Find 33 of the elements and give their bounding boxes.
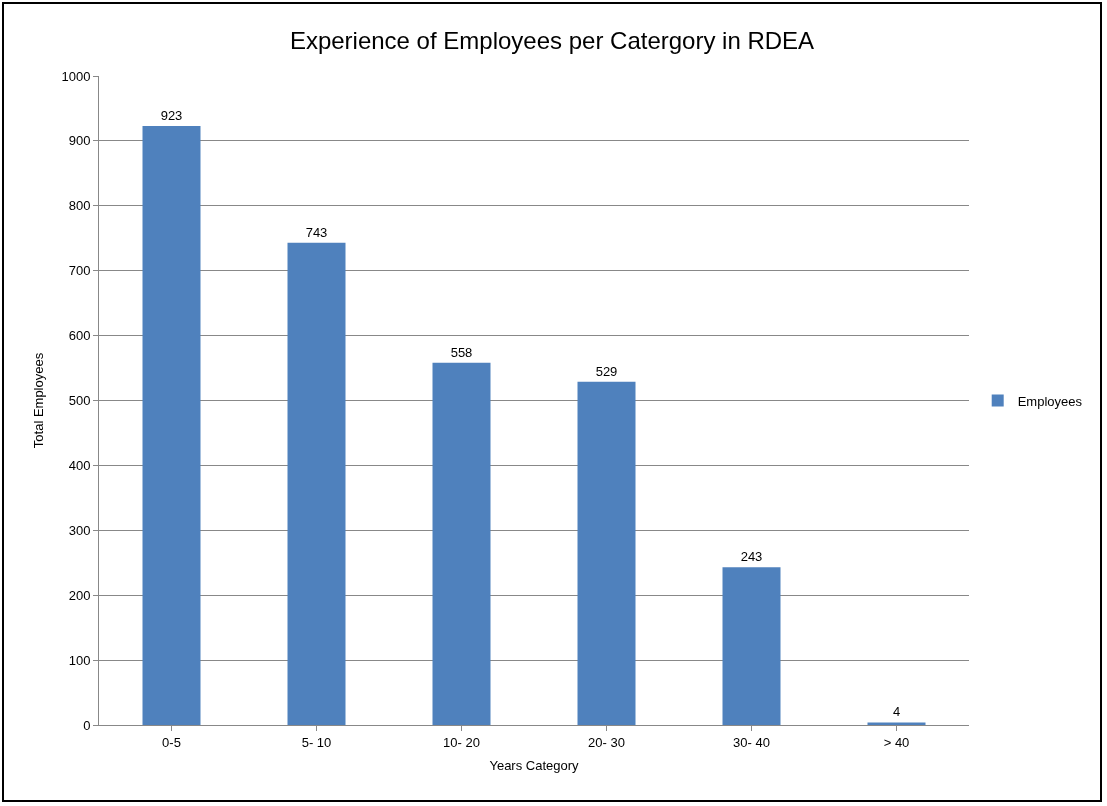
x-tick-label: 20- 30: [588, 734, 625, 750]
x-tick-label: 30- 40: [733, 734, 770, 750]
y-tick-label: 600: [68, 328, 91, 344]
data-label: 558: [450, 344, 473, 360]
data-label: 743: [305, 224, 328, 240]
chart-title: Experience of Employees per Catergory in RDEA: [289, 26, 815, 54]
y-tick-label: 800: [68, 198, 91, 214]
x-tick-label: 0-5: [162, 734, 181, 750]
bar: [142, 125, 201, 725]
legend-label: Employees: [1017, 393, 1083, 409]
y-tick-label: 500: [68, 393, 91, 409]
data-label: 923: [160, 107, 183, 123]
y-tick-label: 400: [68, 457, 91, 473]
x-axis-title: Years Category: [489, 758, 580, 774]
y-tick-label: 100: [68, 652, 91, 668]
data-label: 4: [892, 704, 901, 720]
x-tick-label: 5- 10: [301, 734, 332, 750]
bar: [722, 567, 781, 725]
y-tick-label: 1000: [61, 68, 91, 84]
y-tick-label: 700: [68, 263, 91, 279]
x-tick-label: 10- 20: [443, 734, 480, 750]
y-tick-label: 300: [68, 522, 91, 538]
y-axis-title: Total Employees: [31, 352, 47, 449]
bar: [432, 362, 491, 725]
data-label: 529: [595, 363, 618, 379]
data-label: 243: [740, 549, 763, 565]
bar: [577, 381, 636, 725]
y-tick-label: 900: [68, 133, 91, 149]
bar: [287, 242, 346, 725]
x-tick-label: > 40: [883, 734, 910, 750]
bar: [867, 722, 926, 725]
y-tick-label: 200: [68, 587, 91, 603]
y-tick-label: 0: [83, 717, 91, 733]
